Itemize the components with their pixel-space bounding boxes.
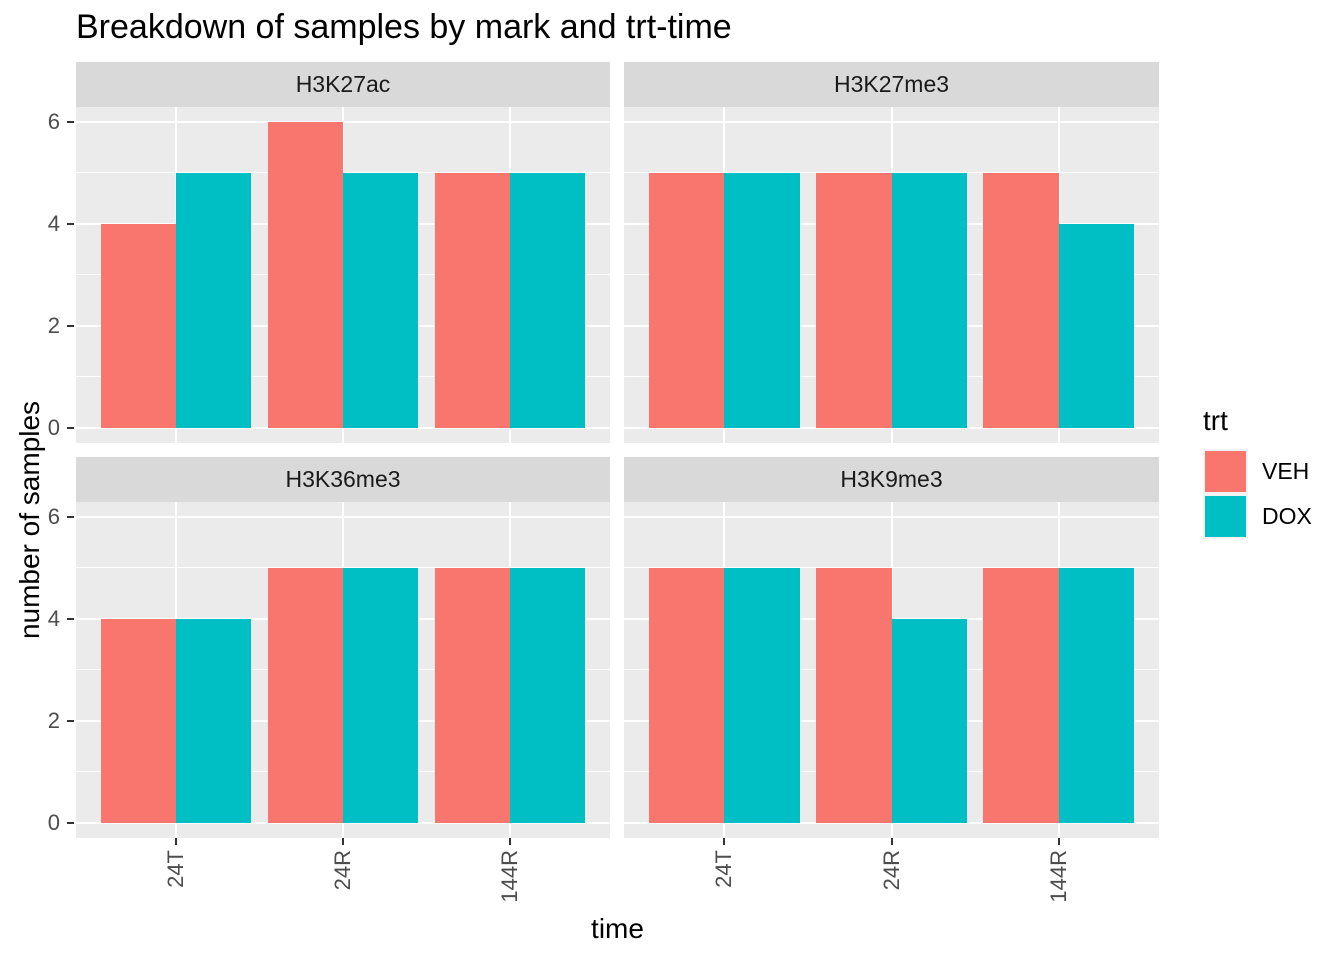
x-tick-label: 144R <box>1046 850 1071 903</box>
bar-DOX-144R <box>509 568 585 823</box>
bar-VEH-24R <box>267 122 343 428</box>
facet-panel <box>624 107 1159 443</box>
legend-label: DOX <box>1262 503 1312 529</box>
y-tick-label: 0 <box>47 810 60 835</box>
x-tick-mark <box>342 838 344 845</box>
bar-DOX-24R <box>891 173 967 428</box>
x-tick-mark <box>175 838 177 845</box>
y-tick-label: 2 <box>47 313 60 338</box>
y-tick-label: 6 <box>47 504 60 529</box>
chart-title: Breakdown of samples by mark and trt-tim… <box>76 8 732 46</box>
bar-DOX-24T <box>724 568 800 823</box>
y-tick-mark <box>67 516 74 518</box>
bar-VEH-144R <box>983 568 1059 823</box>
facet-H3K9me3: H3K9me3 <box>624 457 1159 838</box>
y-tick-mark <box>67 121 74 123</box>
y-tick-mark <box>67 618 74 620</box>
y-tick-mark <box>67 427 74 429</box>
bar-VEH-24T <box>101 619 177 823</box>
bar-DOX-144R <box>509 173 585 428</box>
facet-panel <box>76 502 610 838</box>
facet-strip: H3K27me3 <box>624 62 1159 107</box>
y-tick-label: 4 <box>47 211 60 236</box>
legend-swatch-DOX <box>1205 496 1246 537</box>
facet-panel <box>624 502 1159 838</box>
bar-DOX-24R <box>343 568 419 823</box>
bar-VEH-144R <box>434 173 510 428</box>
legend-label: VEH <box>1262 458 1310 484</box>
x-tick-label: 24T <box>711 850 736 888</box>
bar-VEH-24T <box>649 173 725 428</box>
facet-strip: H3K27ac <box>76 62 610 107</box>
bar-VEH-24T <box>101 224 177 428</box>
bar-VEH-24T <box>649 568 725 823</box>
facet-panel <box>76 107 610 443</box>
x-tick-mark <box>723 838 725 845</box>
x-tick-label: 24T <box>163 850 188 888</box>
bar-DOX-24R <box>891 619 967 823</box>
legend-swatch-VEH <box>1205 451 1246 492</box>
bar-VEH-24R <box>267 568 343 823</box>
x-tick-label: 24R <box>330 850 355 891</box>
legend-title: trt <box>1203 405 1228 436</box>
y-tick-label: 6 <box>47 109 60 134</box>
bar-DOX-144R <box>1058 568 1134 823</box>
facet-strip: H3K36me3 <box>76 457 610 502</box>
facet-H3K36me3: H3K36me3 <box>76 457 610 838</box>
bar-DOX-24R <box>343 173 419 428</box>
facet-H3K27ac: H3K27ac <box>76 62 610 443</box>
x-tick-label: 24R <box>879 850 904 891</box>
y-tick-mark <box>67 720 74 722</box>
facet-strip-label: H3K27ac <box>295 71 391 97</box>
facet-H3K27me3: H3K27me3 <box>624 62 1159 443</box>
y-tick-label: 0 <box>47 415 60 440</box>
facet-strip-label: H3K9me3 <box>840 466 943 492</box>
y-tick-label: 2 <box>47 708 60 733</box>
bar-DOX-24T <box>724 173 800 428</box>
x-tick-mark <box>1058 838 1060 845</box>
bar-DOX-24T <box>176 619 252 823</box>
legend: trt VEH DOX <box>1203 405 1312 539</box>
legend-key <box>1203 494 1248 539</box>
legend-item-DOX: DOX <box>1203 494 1312 539</box>
y-tick-label: 4 <box>47 606 60 631</box>
bar-VEH-144R <box>983 173 1059 428</box>
bar-VEH-144R <box>434 568 510 823</box>
y-tick-mark <box>67 325 74 327</box>
bar-DOX-24T <box>176 173 252 428</box>
bar-VEH-24R <box>816 173 892 428</box>
y-tick-mark <box>67 822 74 824</box>
x-tick-mark <box>891 838 893 845</box>
bar-VEH-24R <box>816 568 892 823</box>
x-tick-label: 144R <box>497 850 522 903</box>
facet-strip-label: H3K36me3 <box>285 466 401 492</box>
legend-item-list: VEH DOX <box>1203 449 1312 539</box>
facet-strip-label: H3K27me3 <box>833 71 950 97</box>
y-tick-mark <box>67 223 74 225</box>
facet-strip: H3K9me3 <box>624 457 1159 502</box>
bar-DOX-144R <box>1058 224 1134 428</box>
legend-key <box>1203 449 1248 494</box>
x-axis-title: time <box>591 913 644 944</box>
legend-item-VEH: VEH <box>1203 449 1312 494</box>
x-tick-mark <box>509 838 511 845</box>
